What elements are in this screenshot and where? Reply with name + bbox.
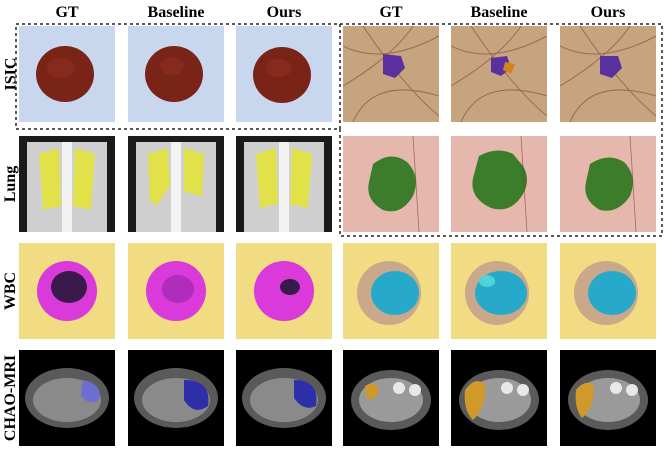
col-header-ours-1: Ours bbox=[266, 4, 302, 21]
wbc-magenta-ours-panel bbox=[236, 243, 332, 339]
isic-gt-panel bbox=[19, 26, 115, 122]
isic-ours-panel bbox=[236, 26, 332, 122]
col-header-baseline-1: Baseline bbox=[147, 4, 205, 21]
skin-hair-gt-panel bbox=[343, 26, 439, 122]
skin-green-ours-panel bbox=[560, 136, 656, 232]
col-header-ours-2: Ours bbox=[590, 4, 626, 21]
mri-blue-ours-panel bbox=[236, 350, 332, 446]
wbc-cyan-gt-panel bbox=[343, 243, 439, 339]
mri-orange-ours-panel bbox=[560, 350, 656, 446]
skin-hair-ours-panel bbox=[560, 26, 656, 122]
col-header-baseline-2: Baseline bbox=[470, 4, 528, 21]
mri-orange-baseline-panel bbox=[451, 350, 547, 446]
wbc-magenta-gt-panel bbox=[19, 243, 115, 339]
skin-green-baseline-panel bbox=[451, 136, 547, 232]
mri-blue-baseline-panel bbox=[128, 350, 224, 446]
wbc-cyan-ours-panel bbox=[560, 243, 656, 339]
wbc-cyan-baseline-panel bbox=[451, 243, 547, 339]
col-header-gt-1: GT bbox=[55, 4, 79, 21]
skin-hair-baseline-panel bbox=[451, 26, 547, 122]
mri-orange-gt-panel bbox=[343, 350, 439, 446]
mri-blue-gt-panel bbox=[19, 350, 115, 446]
isic-baseline-panel bbox=[128, 26, 224, 122]
skin-green-gt-panel bbox=[343, 136, 439, 232]
lung-ours-panel bbox=[236, 136, 332, 232]
lung-baseline-panel bbox=[128, 136, 224, 232]
col-header-gt-2: GT bbox=[379, 4, 403, 21]
wbc-magenta-baseline-panel bbox=[128, 243, 224, 339]
lung-gt-panel bbox=[19, 136, 115, 232]
